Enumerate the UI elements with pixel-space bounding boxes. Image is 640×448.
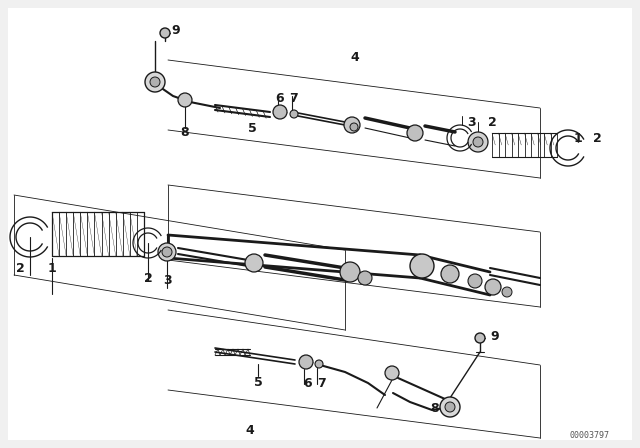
Text: 5: 5 — [253, 375, 262, 388]
Circle shape — [299, 355, 313, 369]
Circle shape — [485, 279, 501, 295]
Text: 4: 4 — [351, 51, 360, 64]
Text: 7: 7 — [317, 376, 326, 389]
Text: 8: 8 — [180, 125, 189, 138]
Circle shape — [475, 333, 485, 343]
Text: 6: 6 — [304, 376, 312, 389]
Circle shape — [445, 402, 455, 412]
Text: 6: 6 — [276, 91, 284, 104]
Circle shape — [150, 77, 160, 87]
Text: 1: 1 — [573, 132, 582, 145]
Text: 3: 3 — [164, 273, 172, 287]
Text: 2: 2 — [488, 116, 497, 129]
Text: 9: 9 — [172, 23, 180, 36]
Text: 7: 7 — [290, 91, 298, 104]
Text: 9: 9 — [491, 329, 499, 343]
Circle shape — [441, 265, 459, 283]
Circle shape — [344, 117, 360, 133]
Circle shape — [502, 287, 512, 297]
Circle shape — [178, 93, 192, 107]
Circle shape — [468, 132, 488, 152]
Text: 1: 1 — [47, 262, 56, 275]
Text: 2: 2 — [593, 132, 602, 145]
Text: 2: 2 — [15, 262, 24, 275]
Circle shape — [468, 274, 482, 288]
Circle shape — [273, 105, 287, 119]
Circle shape — [350, 123, 358, 131]
Circle shape — [410, 254, 434, 278]
Text: 00003797: 00003797 — [570, 431, 610, 439]
Text: 5: 5 — [248, 121, 257, 134]
Circle shape — [407, 125, 423, 141]
Text: 4: 4 — [246, 423, 254, 436]
Circle shape — [473, 137, 483, 147]
Circle shape — [315, 360, 323, 368]
Circle shape — [358, 271, 372, 285]
Circle shape — [162, 247, 172, 257]
Circle shape — [340, 262, 360, 282]
Text: 8: 8 — [431, 401, 439, 414]
Circle shape — [385, 366, 399, 380]
Text: 3: 3 — [468, 116, 476, 129]
Circle shape — [160, 28, 170, 38]
Circle shape — [290, 110, 298, 118]
Circle shape — [145, 72, 165, 92]
Circle shape — [158, 243, 176, 261]
Circle shape — [440, 397, 460, 417]
Circle shape — [245, 254, 263, 272]
Text: 2: 2 — [143, 271, 152, 284]
